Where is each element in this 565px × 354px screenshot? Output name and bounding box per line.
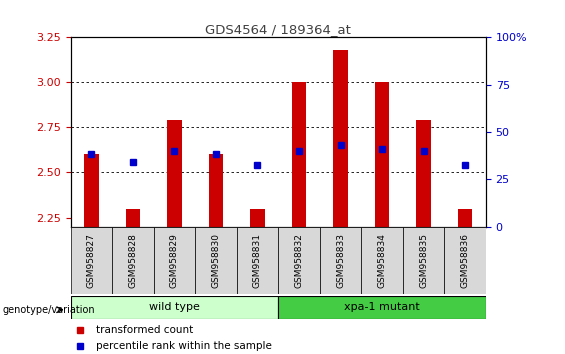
Text: GSM958827: GSM958827 bbox=[87, 233, 96, 288]
Text: genotype/variation: genotype/variation bbox=[3, 305, 95, 315]
Bar bbox=[208, 154, 223, 227]
Text: GSM958828: GSM958828 bbox=[128, 233, 137, 288]
Text: GSM958829: GSM958829 bbox=[170, 233, 179, 288]
Bar bbox=[250, 209, 265, 227]
Bar bbox=[71, 227, 112, 294]
Text: GSM958834: GSM958834 bbox=[377, 233, 386, 288]
Bar bbox=[195, 227, 237, 294]
Text: percentile rank within the sample: percentile rank within the sample bbox=[97, 341, 272, 351]
Bar bbox=[237, 227, 279, 294]
Bar bbox=[125, 209, 140, 227]
Bar bbox=[445, 227, 486, 294]
Text: transformed count: transformed count bbox=[97, 325, 194, 335]
Bar bbox=[154, 227, 195, 294]
Title: GDS4564 / 189364_at: GDS4564 / 189364_at bbox=[205, 23, 351, 36]
Bar bbox=[403, 227, 445, 294]
Text: GSM958836: GSM958836 bbox=[460, 233, 470, 288]
Bar bbox=[458, 209, 472, 227]
Bar bbox=[84, 154, 99, 227]
Text: GSM958835: GSM958835 bbox=[419, 233, 428, 288]
Text: xpa-1 mutant: xpa-1 mutant bbox=[344, 302, 420, 312]
Text: GSM958832: GSM958832 bbox=[294, 233, 303, 288]
Bar bbox=[416, 120, 431, 227]
Bar bbox=[167, 120, 182, 227]
Bar bbox=[279, 296, 486, 319]
Text: GSM958830: GSM958830 bbox=[211, 233, 220, 288]
Bar bbox=[292, 82, 306, 227]
Bar bbox=[333, 50, 348, 227]
Bar bbox=[362, 227, 403, 294]
Text: wild type: wild type bbox=[149, 302, 200, 312]
Bar bbox=[375, 82, 389, 227]
Text: GSM958831: GSM958831 bbox=[253, 233, 262, 288]
Bar bbox=[279, 227, 320, 294]
Bar bbox=[112, 227, 154, 294]
Bar bbox=[71, 296, 279, 319]
Text: GSM958833: GSM958833 bbox=[336, 233, 345, 288]
Bar bbox=[320, 227, 362, 294]
